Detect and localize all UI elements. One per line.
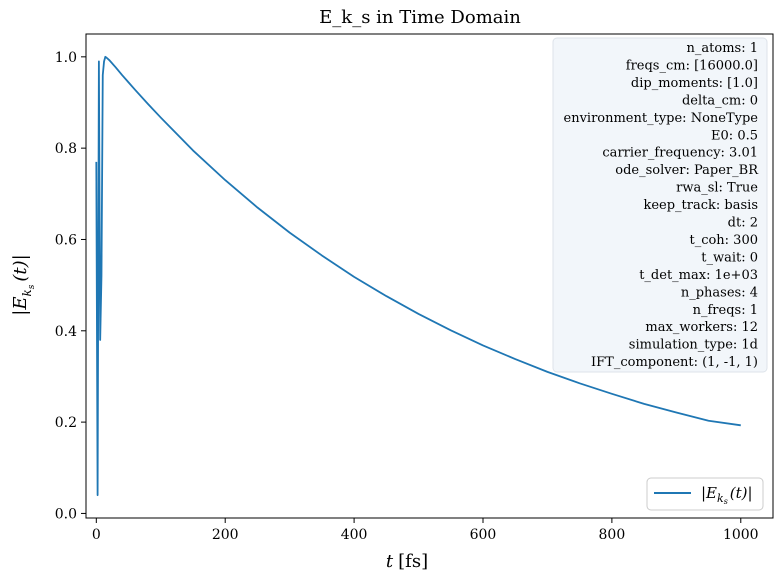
info-line: ode_solver: Paper_BR — [615, 163, 759, 178]
info-line: t_wait: 0 — [701, 250, 758, 265]
info-line: freqs_cm: [16000.0] — [626, 58, 758, 73]
info-line: n_phases: 4 — [681, 285, 758, 300]
x-axis-ticks: 0 200 400 600 800 1000 — [92, 518, 759, 543]
legend-suffix: (t)| — [730, 484, 753, 502]
info-line: t_coh: 300 — [689, 233, 758, 248]
legend-prefix: |E — [701, 484, 717, 502]
y-axis-prefix: |E — [10, 297, 31, 316]
info-line: E0: 0.5 — [711, 128, 758, 143]
info-line: keep_track: basis — [643, 198, 758, 213]
info-box-lines: n_atoms: 1 freqs_cm: [16000.0] dip_moments… — [564, 41, 760, 370]
y-tick-label: 0.0 — [55, 506, 77, 522]
legend-box — [646, 477, 764, 511]
y-tick-label: 1.0 — [55, 50, 77, 66]
info-line: max_workers: 12 — [645, 320, 758, 335]
x-axis-unit: [fs] — [398, 551, 428, 572]
info-line: n_freqs: 1 — [693, 303, 758, 318]
x-tick-label: 0 — [92, 527, 101, 543]
info-line: n_atoms: 1 — [687, 41, 758, 56]
chart-title: E_k_s in Time Domain — [319, 7, 521, 28]
y-axis-subsubscript: s — [27, 284, 37, 289]
legend-label: |Eks (t)| — [701, 484, 753, 506]
x-tick-label: 200 — [212, 527, 239, 543]
info-line: dip_moments: [1.0] — [631, 76, 758, 91]
y-tick-label: 0.6 — [55, 232, 77, 248]
y-tick-label: 0.4 — [55, 324, 77, 340]
y-axis-subscript: k — [20, 289, 34, 296]
x-axis-variable: t — [386, 551, 394, 572]
legend: |Eks (t)| — [646, 477, 764, 511]
info-line: environment_type: NoneType — [564, 111, 759, 126]
info-line: t_det_max: 1e+03 — [639, 268, 758, 283]
x-tick-label: 600 — [470, 527, 497, 543]
y-axis-suffix: (t)| — [10, 254, 31, 281]
y-tick-label: 0.2 — [55, 415, 77, 431]
info-line: dt: 2 — [728, 216, 758, 231]
x-tick-label: 400 — [341, 527, 368, 543]
series-layer — [95, 55, 741, 497]
legend-subsubscript: s — [724, 497, 728, 506]
series-line — [95, 55, 741, 497]
legend-subscript: k — [717, 492, 724, 505]
plot-area: 0 200 400 600 800 1000 0.0 0.2 0.4 0.6 0.8 1.0 — [55, 33, 774, 543]
y-axis-ticks: 0.0 0.2 0.4 0.6 0.8 1.0 — [55, 50, 86, 522]
info-line: IFT_component: (1, -1, 1) — [591, 355, 758, 370]
y-tick-label: 0.8 — [55, 141, 77, 157]
x-tick-label: 800 — [599, 527, 626, 543]
y-axis-title: |Eks (t)| — [10, 254, 37, 315]
x-tick-label: 1000 — [723, 527, 759, 543]
info-box-background — [552, 37, 768, 373]
plot-frame — [85, 33, 774, 519]
info-line: carrier_frequency: 3.01 — [602, 146, 758, 161]
info-line: rwa_sl: True — [676, 181, 758, 196]
parameter-info-box: n_atoms: 1 freqs_cm: [16000.0] dip_moments… — [552, 37, 768, 373]
info-line: simulation_type: 1d — [629, 338, 758, 353]
info-line: delta_cm: 0 — [682, 93, 758, 108]
x-axis-title: t [fs] — [386, 551, 428, 572]
